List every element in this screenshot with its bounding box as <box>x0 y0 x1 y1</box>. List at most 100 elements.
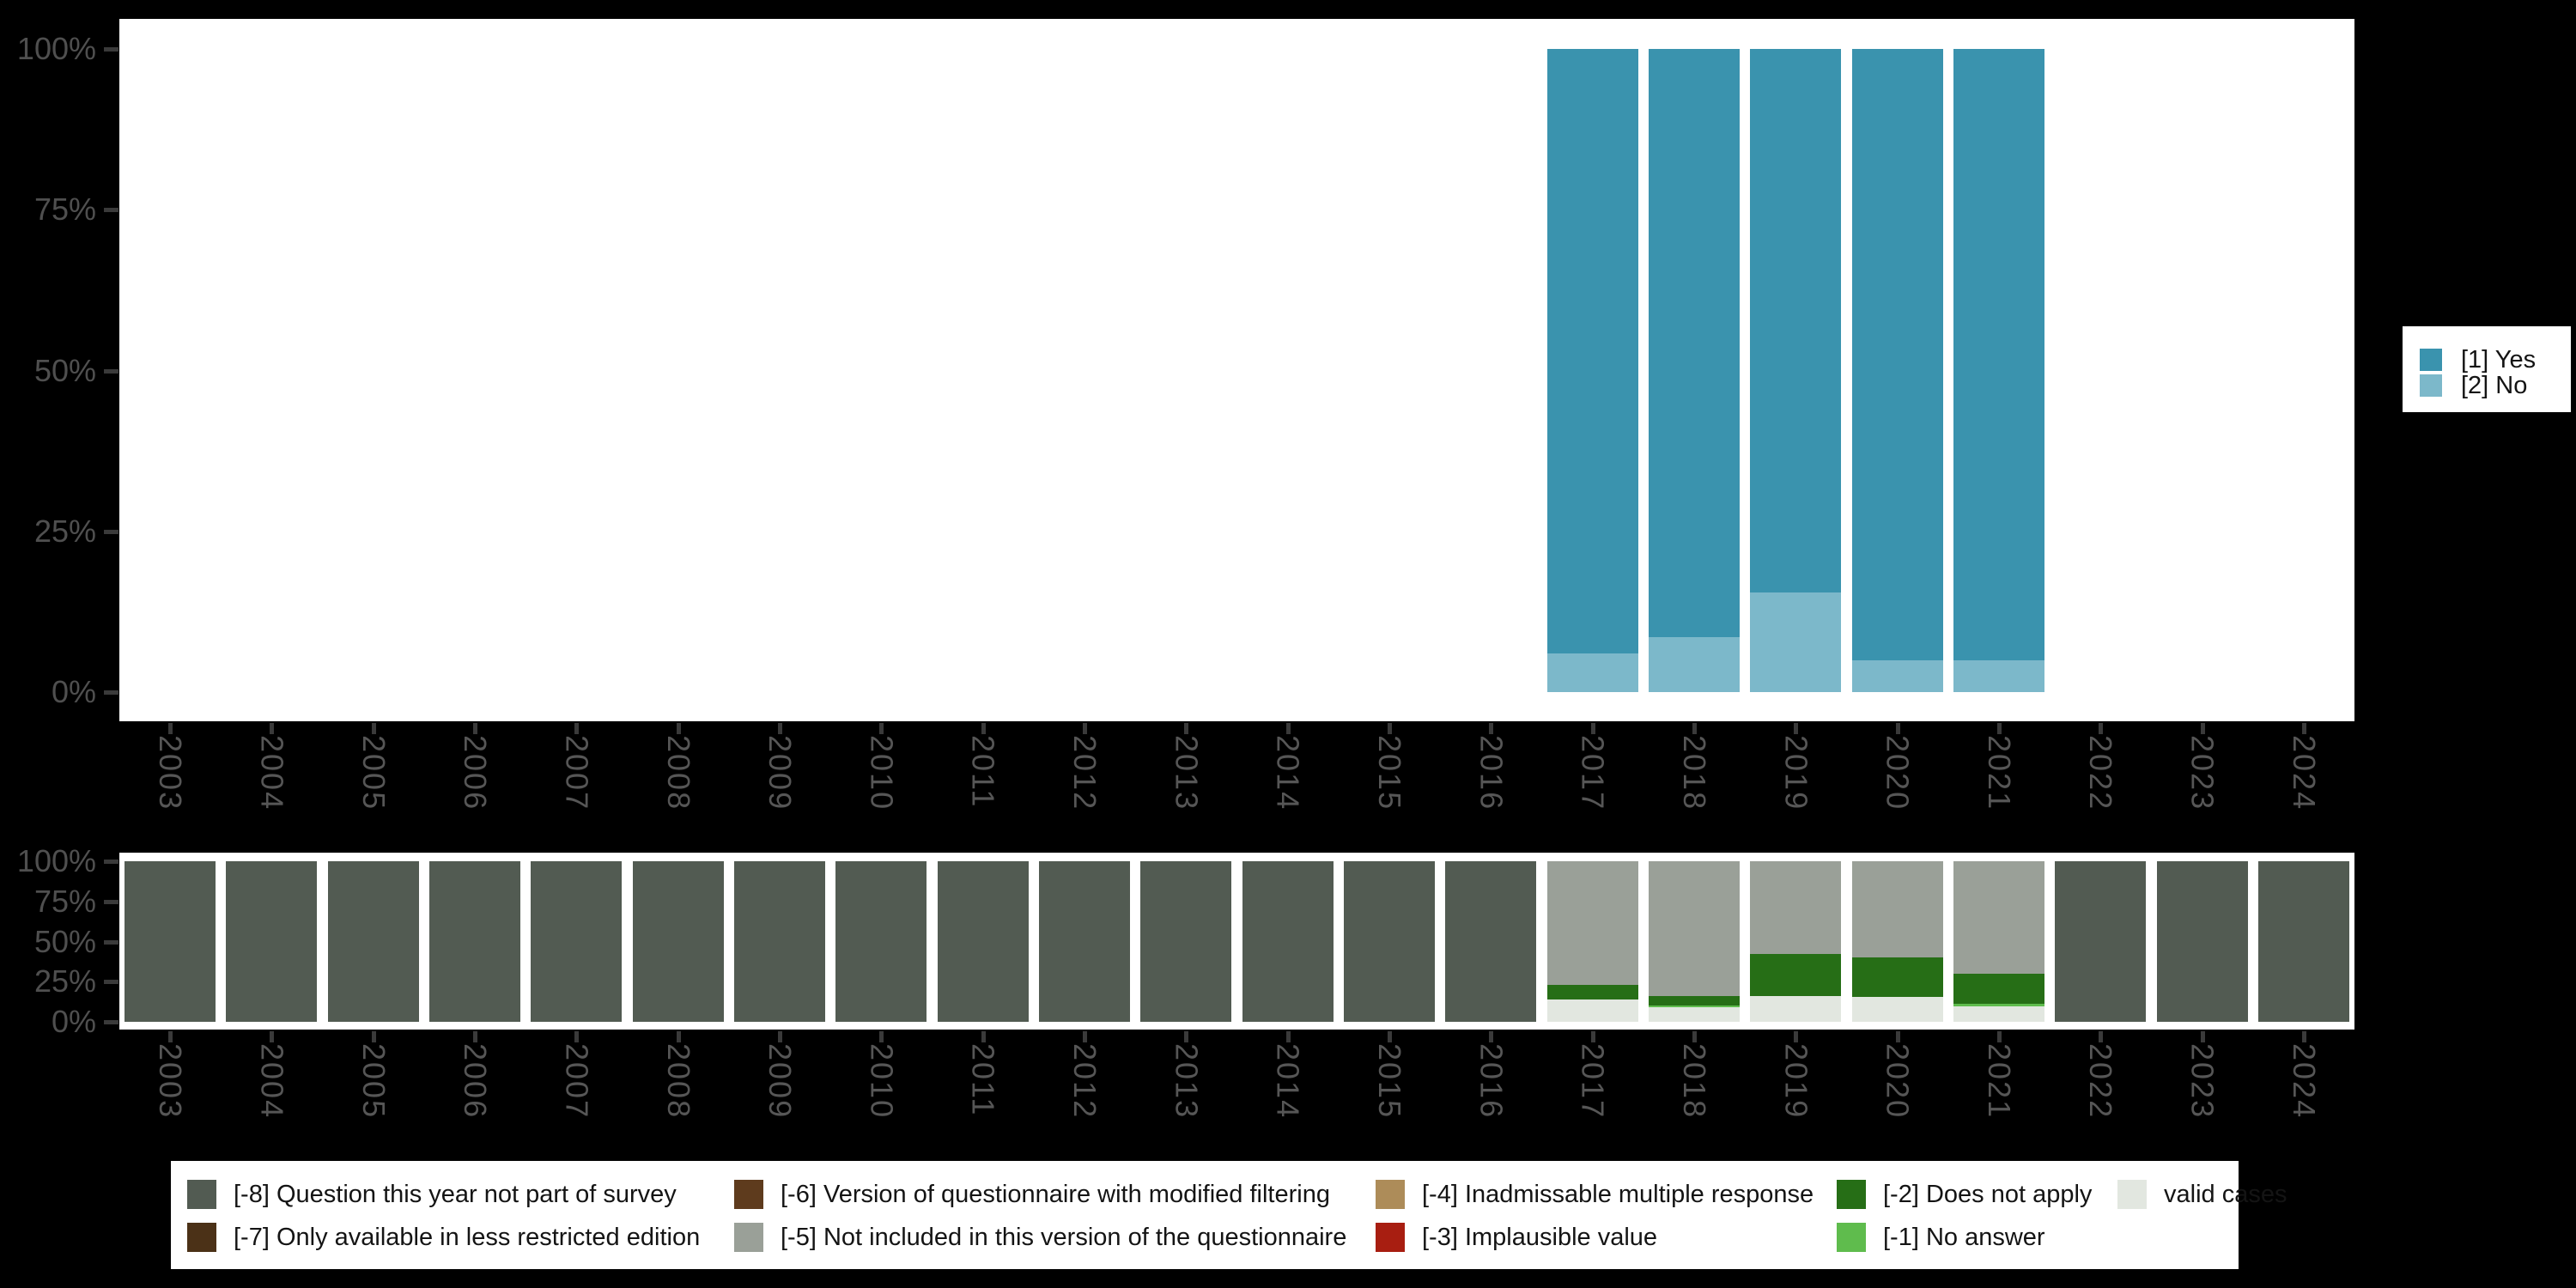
y-axis-tick <box>104 368 118 374</box>
legend-swatch <box>2420 349 2442 371</box>
y-axis-tick <box>104 208 118 213</box>
x-axis-tick <box>1083 723 1088 734</box>
x-axis-year-label: 2015 <box>1371 735 1407 811</box>
x-axis-tick <box>2099 723 2104 734</box>
x-axis-tick <box>879 723 884 734</box>
x-axis-tick <box>778 1031 783 1042</box>
legend-swatch <box>1837 1180 1866 1209</box>
legend-label: [-5] Not included in this version of the… <box>781 1224 1347 1251</box>
x-axis-year-label: 2007 <box>559 735 595 811</box>
x-axis-tick <box>371 1031 376 1042</box>
y-axis-tick <box>104 1020 118 1024</box>
bar-segment-2017 <box>1546 999 1638 1022</box>
x-axis-year-label: 2004 <box>254 1043 290 1120</box>
x-axis-year-label: 2007 <box>559 1043 595 1120</box>
y-axis-tick-label: 0% <box>51 674 96 709</box>
x-axis-year-label: 2017 <box>1575 735 1611 811</box>
bar-segment-2005 <box>327 861 419 1022</box>
bar-segment-2004 <box>226 861 318 1022</box>
x-axis-year-label: 2019 <box>1778 735 1814 811</box>
y-axis-tick-label: 75% <box>33 883 96 919</box>
bar-segment-2015 <box>1343 861 1435 1022</box>
x-axis-year-label: 2023 <box>2184 1043 2221 1120</box>
legend-label: [-8] Question this year not part of surv… <box>234 1181 677 1208</box>
x-axis-year-label: 2024 <box>2286 735 2322 811</box>
x-axis-tick <box>1996 723 2002 734</box>
x-axis-year-label: 2010 <box>864 1043 900 1120</box>
y-axis-tick <box>104 939 118 945</box>
x-axis-year-label: 2006 <box>458 735 494 811</box>
x-axis-tick <box>168 1031 173 1042</box>
x-axis-year-label: 2008 <box>660 735 696 811</box>
x-axis-tick <box>1184 723 1189 734</box>
bar-segment-2017 <box>1546 49 1638 654</box>
x-axis-year-label: 2018 <box>1676 735 1712 811</box>
x-axis-tick <box>676 1031 681 1042</box>
x-axis-tick <box>676 723 681 734</box>
legend-label: [-1] No answer <box>1883 1224 2045 1251</box>
bar-segment-2020 <box>1851 49 1943 660</box>
y-axis-tick-label: 25% <box>33 963 96 999</box>
x-axis-tick <box>1895 723 1900 734</box>
bar-segment-2018 <box>1648 637 1740 692</box>
bar-segment-2021 <box>1953 659 2044 692</box>
bar-segment-2017 <box>1546 861 1638 985</box>
x-axis-year-label: 2006 <box>458 1043 494 1120</box>
legend-swatch <box>1837 1223 1866 1252</box>
x-axis-year-label: 2009 <box>762 1043 799 1120</box>
bar-segment-2019 <box>1750 592 1842 692</box>
x-axis-tick <box>778 723 783 734</box>
x-axis-tick <box>1083 1031 1088 1042</box>
x-axis-tick <box>473 1031 478 1042</box>
x-axis-tick <box>1285 1031 1291 1042</box>
y-axis-tick-label: 100% <box>16 843 96 878</box>
x-axis-year-label: 2018 <box>1676 1043 1712 1120</box>
bar-segment-2012 <box>1039 861 1131 1022</box>
legend-label: [-4] Inadmissable multiple response <box>1422 1181 1814 1208</box>
bar-segment-2021 <box>1953 973 2044 1005</box>
bar-segment-2023 <box>2156 861 2248 1022</box>
x-axis-tick <box>1387 723 1392 734</box>
x-axis-tick <box>574 1031 580 1042</box>
x-axis-year-label: 2011 <box>965 735 1001 809</box>
y-axis-tick <box>104 899 118 904</box>
bar-segment-2018 <box>1648 1005 1740 1008</box>
legend-swatch <box>187 1223 216 1252</box>
bar-segment-2021 <box>1953 49 2044 660</box>
y-axis-tick-label: 50% <box>33 352 96 388</box>
x-axis-year-label: 2021 <box>1981 1043 2017 1120</box>
legend-swatch <box>734 1180 763 1209</box>
bar-segment-2018 <box>1648 996 1740 1006</box>
x-axis-year-label: 2014 <box>1270 735 1306 811</box>
legend-label: [-2] Does not apply <box>1883 1181 2093 1208</box>
bar-segment-2016 <box>1445 861 1537 1022</box>
legend-label: [-7] Only available in less restricted e… <box>234 1224 701 1251</box>
bar-segment-2020 <box>1851 659 1943 692</box>
x-axis-year-label: 2012 <box>1067 735 1103 811</box>
legend-swatch <box>734 1223 763 1252</box>
bar-segment-2017 <box>1546 984 1638 999</box>
y-axis-tick <box>104 529 118 534</box>
x-axis-tick <box>270 723 275 734</box>
bar-segment-2009 <box>734 861 826 1022</box>
x-axis-tick <box>2200 1031 2205 1042</box>
y-axis-tick-label: 100% <box>16 31 96 66</box>
x-axis-tick <box>2099 1031 2104 1042</box>
bar-segment-2019 <box>1750 49 1842 592</box>
bar-segment-2018 <box>1648 1007 1740 1022</box>
x-axis-tick <box>168 723 173 734</box>
bar-segment-2018 <box>1648 861 1740 997</box>
x-axis-tick <box>1794 1031 1799 1042</box>
x-axis-year-label: 2020 <box>1880 1043 1916 1120</box>
y-axis-tick-label: 75% <box>33 191 96 228</box>
x-axis-year-label: 2008 <box>660 1043 696 1120</box>
x-axis-tick <box>1489 1031 1494 1042</box>
legend-swatch <box>1376 1223 1405 1252</box>
legend-label: [1] Yes <box>2461 346 2537 374</box>
x-axis-year-label: 2015 <box>1371 1043 1407 1120</box>
x-axis-tick <box>1285 723 1291 734</box>
x-axis-year-label: 2012 <box>1067 1043 1103 1120</box>
x-axis-year-label: 2014 <box>1270 1043 1306 1120</box>
x-axis-year-label: 2023 <box>2184 735 2221 811</box>
